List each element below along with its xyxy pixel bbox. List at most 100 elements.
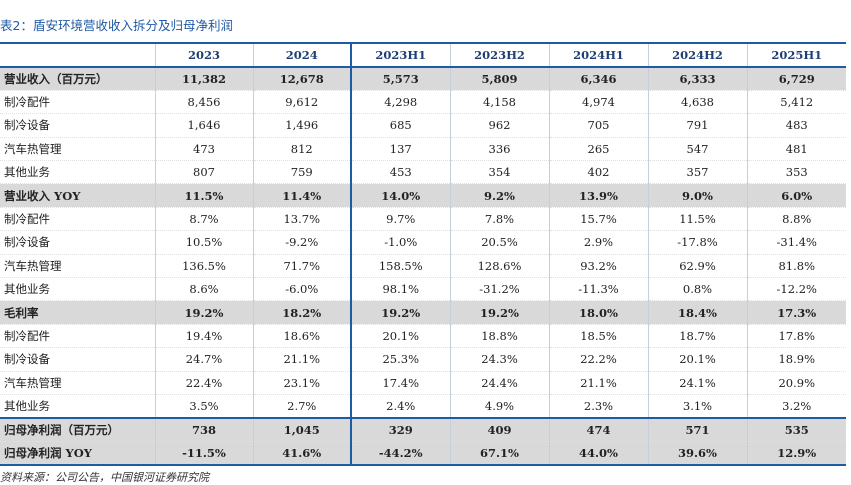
table-cell: 19.2% — [350, 300, 450, 325]
table-cell: 265 — [548, 137, 648, 162]
table-cell: 738 — [154, 416, 253, 442]
table-cell: 791 — [647, 113, 747, 138]
row-label: 营业收入（百万元） — [0, 67, 155, 91]
table-cell: 354 — [449, 160, 549, 185]
table-cell: -44.2% — [350, 441, 450, 466]
table-cell: 13.7% — [252, 207, 351, 232]
table-cell: 24.4% — [449, 371, 549, 395]
table-cell: 6,333 — [647, 67, 747, 91]
row-label: 制冷配件 — [0, 207, 155, 232]
table-cell: 329 — [350, 416, 450, 442]
column-header: 2025H1 — [746, 42, 846, 68]
table-row: 归母净利润 YOY -11.5% 41.6% -44.2% 67.1% 44.0% 39.6… — [0, 441, 846, 466]
table-cell: 18.4% — [647, 300, 747, 325]
table-cell: 128.6% — [449, 254, 549, 279]
table-cell: 1,646 — [154, 113, 253, 138]
table-cell: 547 — [647, 137, 747, 162]
table-cell: 8,456 — [154, 90, 253, 115]
table-cell: 483 — [746, 113, 846, 138]
table-cell: 402 — [548, 160, 648, 185]
table-cell: 481 — [746, 137, 846, 162]
table-cell: 336 — [449, 137, 549, 162]
table-cell: 18.2% — [252, 300, 351, 325]
table-cell: 9,612 — [252, 90, 351, 115]
table-cell: 9.7% — [350, 207, 450, 232]
row-label: 制冷设备 — [0, 113, 155, 138]
table-cell: 19.2% — [154, 300, 253, 325]
table-cell: 11.5% — [154, 183, 253, 208]
table-cell: 18.6% — [252, 324, 351, 349]
table-cell: 18.0% — [548, 300, 648, 325]
table-cell: 10.5% — [154, 230, 253, 255]
column-header: 2024H1 — [548, 42, 648, 68]
row-label: 制冷配件 — [0, 324, 155, 349]
row-label: 制冷配件 — [0, 90, 155, 115]
row-label: 其他业务 — [0, 394, 155, 419]
table-row: 制冷设备 10.5% -9.2% -1.0% 20.5% 2.9% -17.8% -31.4% — [0, 230, 846, 255]
table-cell: 4,638 — [647, 90, 747, 115]
table-row: 制冷配件 8,456 9,612 4,298 4,158 4,974 4,638 5,412 — [0, 90, 846, 115]
table-cell: 2.3% — [548, 394, 648, 419]
table-cell: -12.2% — [746, 277, 846, 302]
header-row: 2023 2024 2023H1 2023H2 2024H1 2024H2 2025H1 — [0, 42, 846, 68]
table-cell: 7.8% — [449, 207, 549, 232]
table-cell: 20.9% — [746, 371, 846, 395]
row-label: 制冷设备 — [0, 347, 155, 372]
table-cell: 81.8% — [746, 254, 846, 279]
table-row: 汽车热管理 136.5% 71.7% 158.5% 128.6% 93.2% 62.9% 81… — [0, 254, 846, 279]
table-cell: 807 — [154, 160, 253, 185]
header-label-cell — [0, 42, 155, 68]
table-cell: 24.7% — [154, 347, 253, 372]
table-cell: 44.0% — [548, 441, 648, 466]
table-cell: 11,382 — [154, 67, 253, 91]
table-cell: 4.9% — [449, 394, 549, 419]
table-cell: 41.6% — [252, 441, 351, 466]
table-cell: 2.9% — [548, 230, 648, 255]
table-cell: 14.0% — [350, 183, 450, 208]
table-cell: 3.5% — [154, 394, 253, 419]
table-cell: 474 — [548, 416, 648, 442]
table-cell: -31.4% — [746, 230, 846, 255]
row-label: 归母净利润 YOY — [0, 441, 155, 466]
table-cell: 535 — [746, 416, 846, 442]
table-cell: -17.8% — [647, 230, 747, 255]
table-row: 其他业务 3.5% 2.7% 2.4% 4.9% 2.3% 3.1% 3.2% — [0, 394, 846, 419]
table-cell: 8.8% — [746, 207, 846, 232]
table-cell: 453 — [350, 160, 450, 185]
table-cell: 409 — [449, 416, 549, 442]
table-cell: 18.7% — [647, 324, 747, 349]
table-cell: 4,974 — [548, 90, 648, 115]
table-cell: 17.8% — [746, 324, 846, 349]
table-cell: 17.3% — [746, 300, 846, 325]
table-cell: 13.9% — [548, 183, 648, 208]
table-cell: 1,496 — [252, 113, 351, 138]
table-cell: 71.7% — [252, 254, 351, 279]
table-cell: 685 — [350, 113, 450, 138]
column-header: 2023 — [154, 42, 253, 68]
table-row: 汽车热管理 473 812 137 336 265 547 481 — [0, 137, 846, 162]
table-caption: 表2：盾安环境营收收入拆分及归母净利润 — [0, 18, 233, 33]
table-cell: 22.4% — [154, 371, 253, 395]
table-cell: 9.0% — [647, 183, 747, 208]
table-cell: 25.3% — [350, 347, 450, 372]
table-cell: 4,158 — [449, 90, 549, 115]
table-row: 制冷设备 1,646 1,496 685 962 705 791 483 — [0, 113, 846, 138]
table-cell: 39.6% — [647, 441, 747, 466]
table-cell: 6,346 — [548, 67, 648, 91]
table-cell: 18.9% — [746, 347, 846, 372]
table-cell: 5,573 — [350, 67, 450, 91]
table-cell: 18.8% — [449, 324, 549, 349]
table-cell: 21.1% — [252, 347, 351, 372]
table-cell: 3.2% — [746, 394, 846, 419]
table-row: 毛利率 19.2% 18.2% 19.2% 19.2% 18.0% 18.4% 17.3% — [0, 300, 846, 325]
row-label: 归母净利润（百万元） — [0, 416, 155, 442]
table-row: 汽车热管理 22.4% 23.1% 17.4% 24.4% 21.1% 24.1% 20.9% — [0, 371, 846, 395]
table-row: 其他业务 807 759 453 354 402 357 353 — [0, 160, 846, 185]
table-cell: 11.4% — [252, 183, 351, 208]
table-cell: 24.1% — [647, 371, 747, 395]
table-cell: 137 — [350, 137, 450, 162]
financial-table: 2023 2024 2023H1 2023H2 2024H1 2024H2 2025H1 营… — [0, 42, 846, 466]
table-cell: -6.0% — [252, 277, 351, 302]
row-label: 汽车热管理 — [0, 371, 155, 395]
source-note: 资料来源：公司公告，中国银河证券研究院 — [0, 471, 209, 484]
